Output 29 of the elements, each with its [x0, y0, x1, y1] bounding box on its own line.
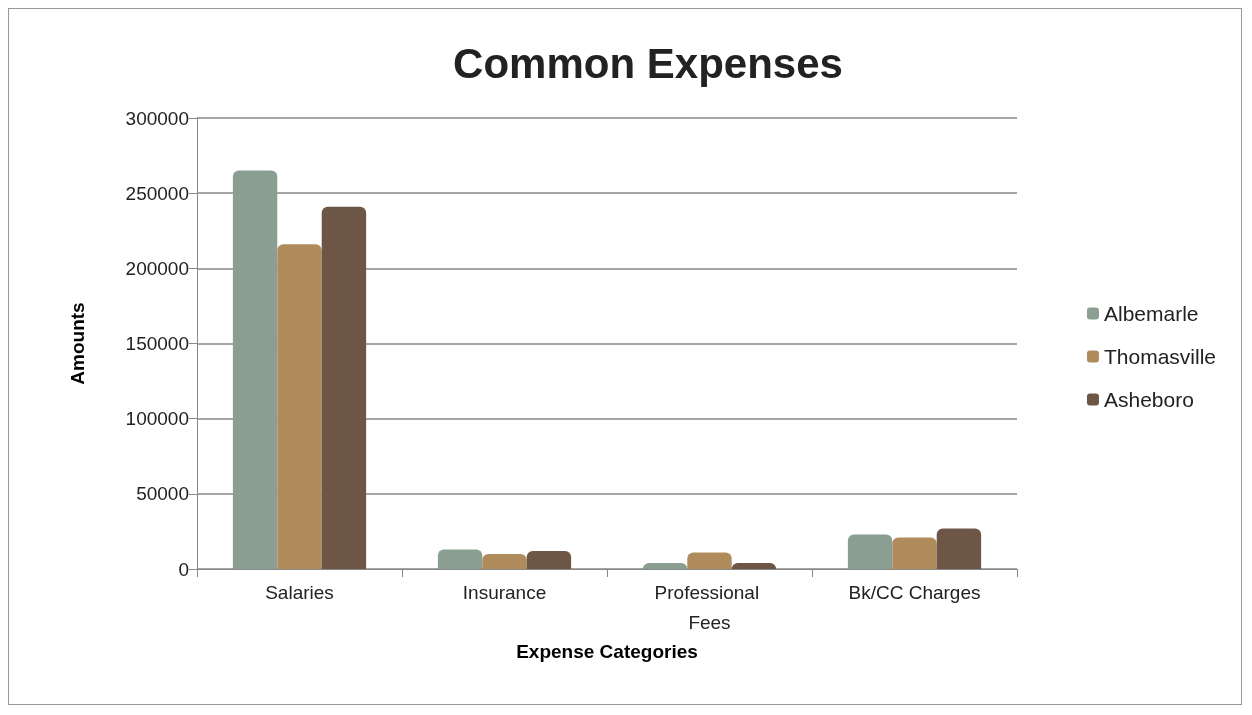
bar — [321, 206, 367, 569]
y-tick-label: 100000 — [125, 408, 189, 430]
legend-label: Thomasville — [1103, 345, 1217, 368]
bar — [642, 562, 688, 569]
legend-label: Albemarle — [1103, 302, 1199, 325]
x-tick-label: Insurance — [462, 581, 547, 603]
bar — [936, 528, 982, 569]
y-tick-label: 250000 — [125, 182, 189, 204]
bar — [277, 244, 322, 569]
x-axis-title: Expense Categories — [516, 640, 698, 662]
bar — [526, 550, 572, 569]
bar — [232, 170, 278, 569]
y-tick-label: 50000 — [136, 483, 189, 505]
y-tick-label: 200000 — [125, 257, 189, 279]
x-tick-label: Bk/CC Charges — [848, 581, 981, 603]
x-tick-label: Salaries — [265, 581, 334, 603]
y-axis-title: Amounts — [67, 302, 88, 385]
y-tick-label: 0 — [178, 558, 189, 580]
y-tick-label: 300000 — [125, 107, 189, 129]
bar — [437, 549, 483, 569]
bar — [482, 553, 527, 569]
bar — [892, 537, 937, 569]
chart-title: Common Expenses — [453, 39, 843, 87]
x-tick-label: Professional Fees — [654, 581, 765, 633]
legend-label: Asheboro — [1103, 388, 1194, 411]
bar — [731, 562, 777, 569]
y-tick-label: 150000 — [125, 333, 189, 354]
bar — [687, 552, 732, 569]
bar — [847, 534, 893, 569]
